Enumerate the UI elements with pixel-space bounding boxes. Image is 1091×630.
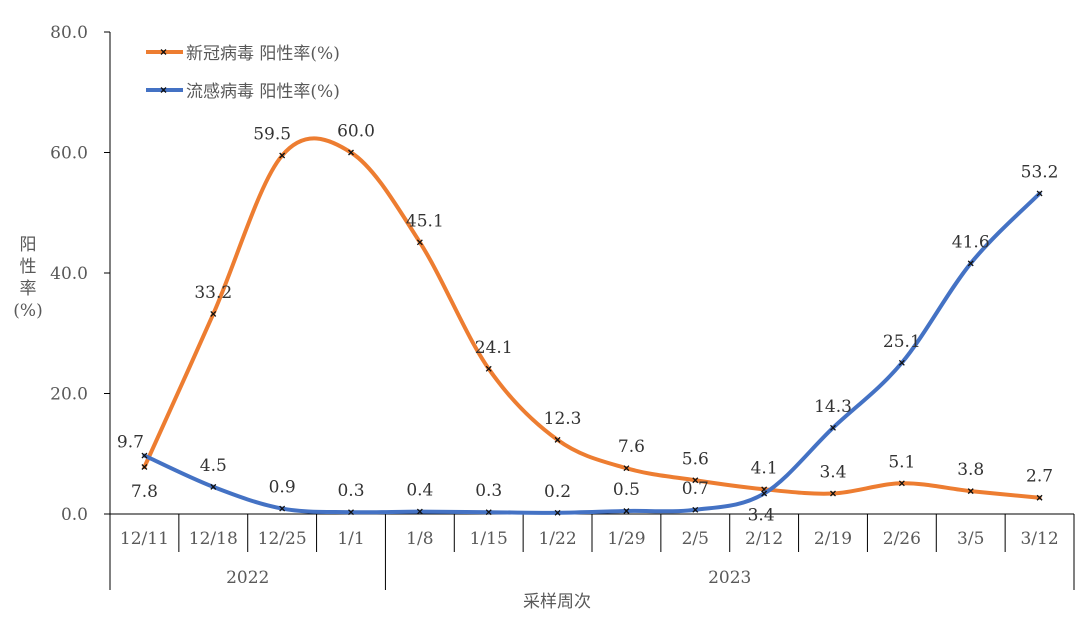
data-point-marker <box>967 260 974 267</box>
data-label: 0.9 <box>269 478 296 498</box>
data-point-marker <box>279 152 286 159</box>
data-label: 0.4 <box>406 481 433 501</box>
data-point-marker <box>967 488 974 495</box>
data-label: 9.7 <box>117 433 144 453</box>
data-label: 33.2 <box>194 283 232 303</box>
data-point-marker <box>416 239 423 246</box>
data-label: 41.6 <box>952 232 990 252</box>
data-label: 5.6 <box>682 449 709 469</box>
data-label: 0.7 <box>682 479 709 499</box>
x-tick-label: 1/29 <box>607 529 645 549</box>
legend-marker <box>160 87 167 93</box>
data-point-marker <box>898 359 905 366</box>
data-label: 0.3 <box>475 481 502 501</box>
data-label: 12.3 <box>544 409 582 429</box>
x-tick-label: 1/8 <box>406 529 433 549</box>
data-label: 4.5 <box>200 456 227 476</box>
data-point-marker <box>830 424 836 431</box>
legend-marker <box>160 49 167 55</box>
data-label: 4.1 <box>751 458 778 478</box>
data-label: 2.7 <box>1026 467 1053 487</box>
x-tick-label: 1/15 <box>470 529 508 549</box>
data-point-marker <box>279 505 286 512</box>
data-point-marker <box>898 480 905 487</box>
data-label: 3.4 <box>819 463 846 483</box>
y-tick-label: 60.0 <box>50 144 88 164</box>
data-point-marker <box>623 508 630 514</box>
x-tick-label: 1/1 <box>337 529 364 549</box>
x-tick-label: 2/5 <box>682 529 709 549</box>
data-label: 5.1 <box>888 452 915 472</box>
data-point-marker <box>692 477 699 484</box>
data-label: 3.4 <box>748 506 775 526</box>
data-label: 45.1 <box>406 211 444 231</box>
data-label: 25.1 <box>883 332 921 352</box>
data-point-marker <box>210 483 217 490</box>
data-label: 24.1 <box>475 338 513 358</box>
data-label: 7.8 <box>131 482 158 502</box>
x-tick-label: 2/26 <box>883 529 921 549</box>
data-label: 7.6 <box>618 437 645 457</box>
data-label: 0.5 <box>613 480 640 500</box>
data-point-marker <box>761 490 768 497</box>
data-label: 53.2 <box>1021 162 1059 182</box>
x-tick-label: 3/5 <box>957 529 984 549</box>
data-point-marker <box>141 464 148 470</box>
data-point-marker <box>692 506 699 513</box>
data-point-marker <box>416 508 423 515</box>
x-tick-label: 1/22 <box>538 529 576 549</box>
y-tick-label: 40.0 <box>50 264 88 284</box>
data-point-marker <box>141 452 148 459</box>
data-point-marker <box>554 509 561 516</box>
data-point-marker <box>485 365 492 372</box>
data-point-marker <box>830 490 836 497</box>
x-tick-label: 12/25 <box>258 529 307 549</box>
data-label: 3.8 <box>957 460 984 480</box>
year-label: 2023 <box>708 568 751 588</box>
legend-label: 新冠病毒 阳性率(%) <box>186 44 340 64</box>
data-point-marker <box>623 465 630 472</box>
x-tick-label: 2/19 <box>814 529 852 549</box>
y-tick-label: 20.0 <box>50 385 88 405</box>
data-point-marker <box>1036 494 1043 501</box>
data-label: 59.5 <box>253 125 291 145</box>
data-point-marker <box>554 436 561 443</box>
data-label: 0.3 <box>337 481 364 501</box>
data-label: 14.3 <box>814 397 852 417</box>
x-axis-title: 采样周次 <box>523 592 591 612</box>
x-tick-label: 12/11 <box>120 529 169 549</box>
data-point-marker <box>348 149 354 156</box>
data-point-marker <box>485 509 492 516</box>
data-label: 0.2 <box>544 482 571 502</box>
data-point-marker <box>1036 190 1043 197</box>
data-label: 60.0 <box>337 122 375 142</box>
data-point-marker <box>210 311 217 317</box>
series-line-0 <box>142 136 1042 500</box>
y-tick-label: 0.0 <box>61 505 88 525</box>
data-point-marker <box>348 509 354 516</box>
x-tick-label: 3/12 <box>1020 529 1058 549</box>
year-label: 2022 <box>226 568 269 588</box>
x-tick-label: 12/18 <box>189 529 238 549</box>
legend-label: 流感病毒 阳性率(%) <box>186 82 340 102</box>
x-tick-label: 2/12 <box>745 529 783 549</box>
y-axis-title: 阳性率(%) <box>13 235 42 321</box>
y-tick-label: 80.0 <box>50 23 88 43</box>
